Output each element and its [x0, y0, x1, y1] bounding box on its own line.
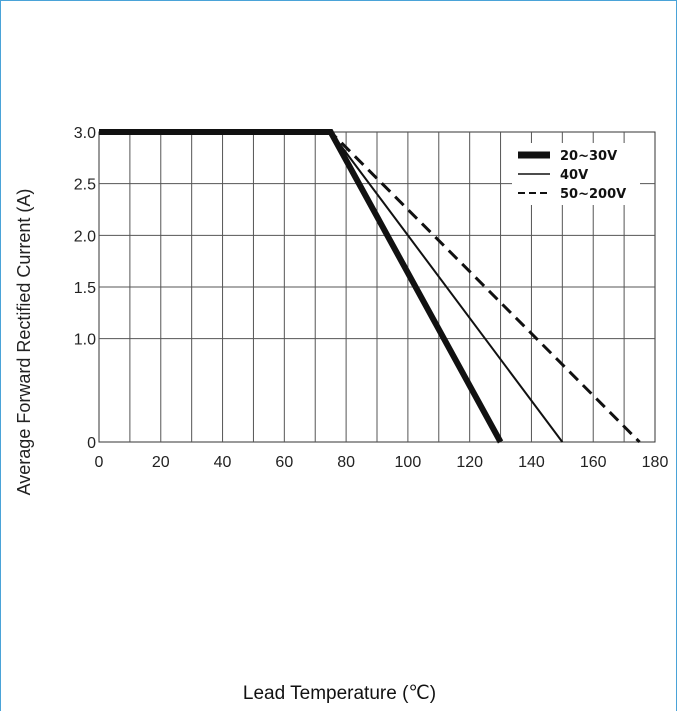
x-tick-label: 160	[580, 454, 607, 471]
y-tick-label: 2.5	[74, 177, 96, 194]
y-tick-label: 1.5	[74, 280, 96, 297]
y-tick-label: 1.0	[74, 332, 96, 349]
x-tick-label: 140	[518, 454, 545, 471]
x-tick-label: 0	[95, 454, 104, 471]
x-tick-label: 180	[642, 454, 669, 471]
x-tick-label: 60	[275, 454, 293, 471]
x-tick-label: 80	[337, 454, 355, 471]
y-tick-label: 3.0	[74, 125, 96, 142]
y-tick-label: 2.0	[74, 228, 96, 245]
legend-label: 50~200V	[560, 187, 626, 202]
legend: 20~30V 40V 50~200V	[518, 149, 626, 202]
legend-label: 20~30V	[560, 149, 617, 164]
x-tick-label: 40	[214, 454, 232, 471]
y-axis-label: Average Forward Rectified Current (A)	[14, 189, 34, 496]
series-line-20~30V	[99, 129, 504, 444]
x-tick-label: 120	[456, 454, 483, 471]
x-axis-label: Lead Temperature (℃)	[242, 683, 437, 704]
series-group	[99, 129, 641, 444]
legend-label: 40V	[560, 168, 588, 183]
x-tick-labels: 0 20 40 60 80 100 120 140 160 180	[95, 454, 669, 471]
x-tick-label: 100	[395, 454, 422, 471]
x-tick-label: 20	[152, 454, 170, 471]
y-tick-labels: 0 1.0 1.5 2.0 2.5 3.0	[74, 125, 96, 452]
y-tick-label: 0	[87, 435, 96, 452]
